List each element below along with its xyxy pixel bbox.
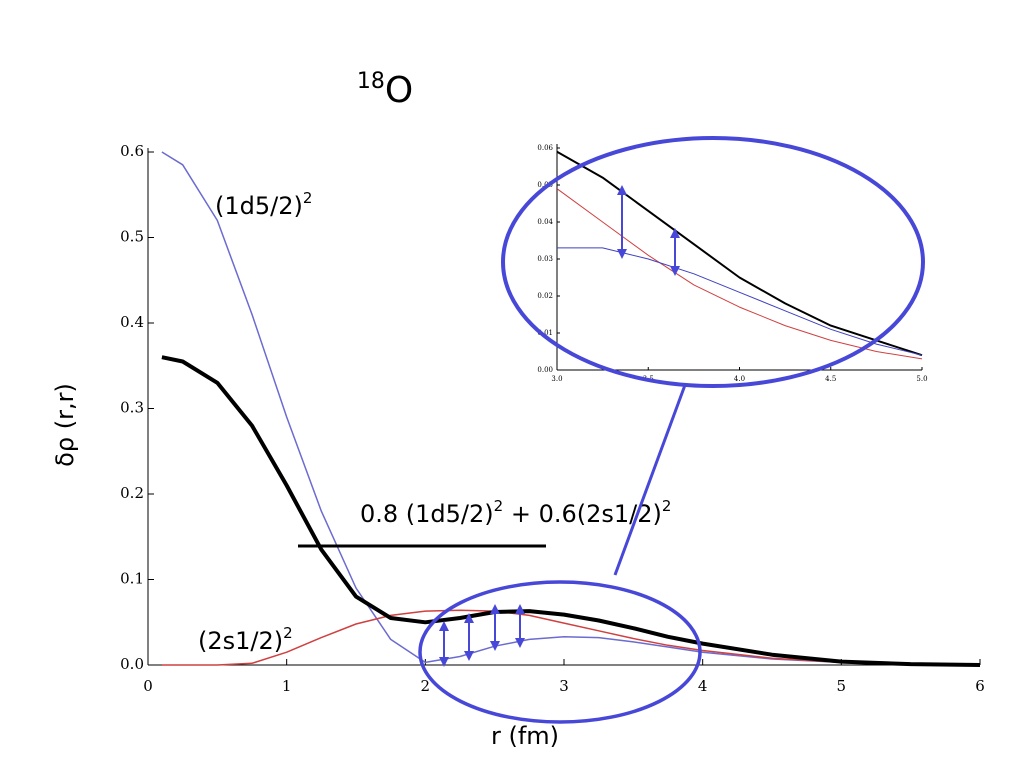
y-tick-label: 0.00 (537, 366, 553, 374)
annotation-superscript: 2 (494, 497, 504, 515)
series-line (557, 150, 923, 357)
x-tick-label: 4.5 (825, 375, 836, 383)
y-tick-label: 0.03 (537, 255, 553, 263)
y-tick-label: 0.01 (537, 329, 553, 337)
annotation-superscript: 2 (283, 624, 293, 642)
title-superscript: 18 (357, 69, 385, 94)
annotation-superscript: 2 (662, 497, 672, 515)
x-tick-label: 1 (282, 677, 292, 695)
chart-title: 18O (357, 69, 413, 111)
y-axis-label: δρ (r,r) (51, 383, 79, 467)
y-tick-label: 0.2 (120, 484, 144, 502)
x-tick-label: 5.0 (916, 375, 927, 383)
title-text: O (385, 70, 413, 111)
y-tick-label: 0.6 (120, 142, 144, 160)
x-tick-label: 4 (698, 677, 708, 695)
annotation-text: (2s1/2) (198, 627, 283, 655)
y-tick-label: 0.04 (537, 218, 553, 226)
x-tick-label: 6 (975, 677, 985, 695)
x-tick-label: 4.0 (734, 375, 745, 383)
x-tick-label: 3 (559, 677, 569, 695)
difference-arrows (439, 185, 680, 667)
annotation-text: 0.8 (1d5/2) (360, 500, 494, 528)
series-line (557, 247, 923, 356)
x-tick-label: 0 (143, 677, 153, 695)
zoom-ellipse (418, 580, 702, 724)
y-tick-label: 0.06 (537, 144, 553, 152)
annotation: (1d5/2)2 (215, 189, 312, 221)
y-tick-label: 0.3 (120, 399, 144, 417)
x-tick-label: 2 (421, 677, 431, 695)
annotation-superscript: 2 (303, 189, 313, 207)
x-tick-label: 3.0 (551, 375, 562, 383)
series-line (557, 188, 923, 360)
series-line (161, 151, 981, 666)
y-tick-label: 0.02 (537, 292, 553, 300)
x-axis-label: r (fm) (491, 722, 559, 750)
annotation: (2s1/2)2 (198, 624, 293, 656)
zoom-connector (613, 384, 687, 576)
x-tick-label: 5 (837, 677, 847, 695)
y-tick-label: 0.4 (120, 313, 144, 331)
zoom-ellipse (501, 136, 925, 388)
annotation-text: (1d5/2) (215, 192, 303, 220)
y-tick-label: 0.5 (120, 228, 144, 246)
annotation: 0.8 (1d5/2)2 + 0.6(2s1/2)2 (360, 497, 671, 529)
y-tick-label: 0.0 (120, 655, 144, 673)
y-tick-label: 0.1 (120, 570, 144, 588)
